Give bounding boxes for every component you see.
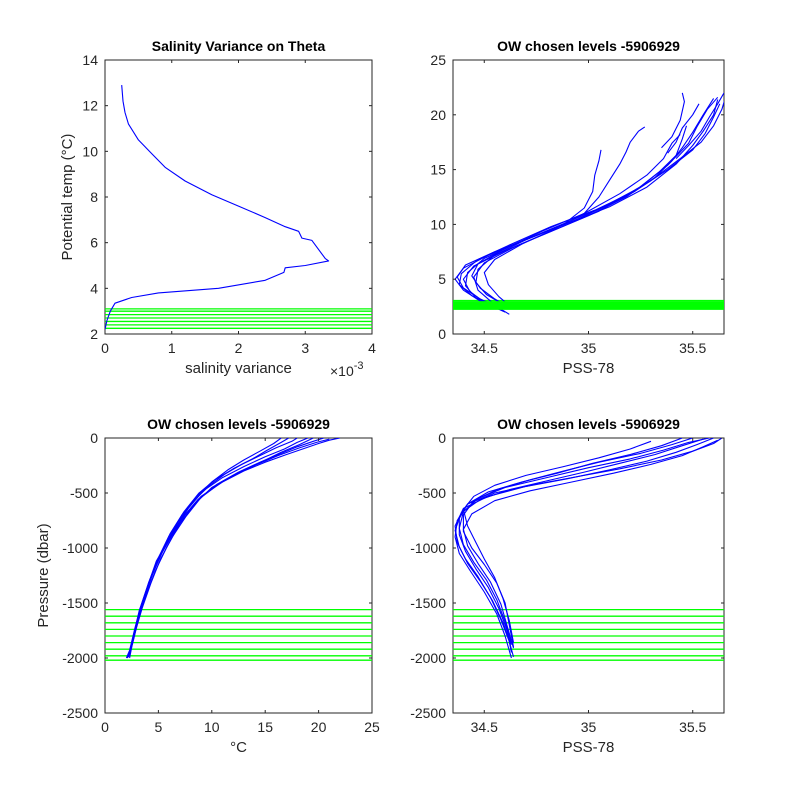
- x-tick-label: 2: [235, 340, 243, 356]
- y-tick-label: -2000: [62, 650, 98, 666]
- profile-line: [126, 438, 314, 659]
- y-axis-label: Pressure (dbar): [35, 523, 52, 627]
- profile-line: [462, 439, 718, 649]
- x-tick-label: 1: [168, 340, 176, 356]
- x-exponent-label: ×10-3: [330, 360, 364, 379]
- x-tick-label: 35: [581, 719, 597, 735]
- x-tick-label: 15: [257, 719, 273, 735]
- y-tick-label: 25: [430, 52, 446, 68]
- y-tick-label: 12: [82, 98, 98, 114]
- profile-line: [458, 438, 710, 644]
- y-tick-label: 4: [90, 280, 98, 296]
- x-tick-label: 35: [581, 340, 597, 356]
- x-tick-label: 20: [311, 719, 327, 735]
- plot-area: [104, 437, 373, 714]
- y-tick-label: -500: [70, 485, 98, 501]
- profile-line: [105, 85, 330, 330]
- y-tick-label: -1000: [62, 540, 98, 556]
- x-axis-label: PSS-78: [563, 360, 615, 377]
- plot-content: [105, 438, 372, 661]
- profile-line: [661, 92, 685, 149]
- panel-4: 34.5 35 35.5 -2500 -2000 -1500 -1000 -500 0 OW ch…: [410, 416, 725, 756]
- y-tick-label: -2000: [410, 650, 446, 666]
- x-tick-label: 5: [155, 719, 163, 735]
- x-axis-label: salinity variance: [185, 360, 292, 377]
- plot-area: [452, 59, 725, 335]
- chart-title: OW chosen levels -5906929: [147, 416, 330, 432]
- x-tick-label: 35.5: [679, 340, 706, 356]
- chart-title: OW chosen levels -5906929: [497, 416, 680, 432]
- plot-content: [453, 438, 724, 661]
- x-tick-label: 0: [101, 340, 109, 356]
- panel-3: 0 5 10 15 20 25 -2500 -2000 -1500 -1000 -500 0 OW ch…: [35, 416, 380, 756]
- y-tick-label: -1500: [410, 595, 446, 611]
- x-tick-label: 3: [301, 340, 309, 356]
- profile-line: [458, 103, 721, 313]
- plot-content: [105, 85, 372, 330]
- chosen-level-band: [453, 301, 724, 310]
- y-tick-label: 15: [430, 162, 446, 178]
- profile-line: [462, 440, 652, 643]
- y-tick-label: 6: [90, 235, 98, 251]
- x-tick-label: 35.5: [679, 719, 706, 735]
- profile-line: [475, 149, 602, 305]
- chart-title: Salinity Variance on Theta: [152, 38, 326, 54]
- y-tick-label: 5: [438, 271, 446, 287]
- profile-line: [125, 438, 282, 659]
- profile-line: [675, 92, 724, 159]
- profile-line: [454, 438, 704, 645]
- x-tick-label: 34.5: [471, 719, 498, 735]
- panel-2: 34.5 35 35.5 0 5 10 15 20 25 OW chosen levels -59…: [430, 38, 725, 377]
- y-tick-label: -2500: [62, 705, 98, 721]
- x-axis-label: PSS-78: [563, 739, 615, 756]
- y-tick-label: 0: [438, 430, 446, 446]
- y-tick-label: 2: [90, 326, 98, 342]
- profile-line: [473, 125, 688, 310]
- y-tick-label: -1000: [410, 540, 446, 556]
- y-tick-label: -2500: [410, 705, 446, 721]
- y-tick-label: 10: [430, 216, 446, 232]
- y-axis-label: Potential temp (°C): [59, 134, 76, 261]
- profile-line: [483, 126, 646, 306]
- y-tick-label: -1500: [62, 595, 98, 611]
- y-tick-label: -500: [418, 485, 446, 501]
- x-tick-label: 25: [364, 719, 380, 735]
- chart-title: OW chosen levels -5906929: [497, 38, 680, 54]
- plot-content: [453, 92, 724, 315]
- x-tick-label: 10: [204, 719, 220, 735]
- x-axis-label: °C: [230, 739, 247, 756]
- profile-line: [464, 96, 719, 309]
- y-tick-label: 20: [430, 107, 446, 123]
- plot-area: [104, 59, 373, 335]
- x-tick-label: 34.5: [471, 340, 498, 356]
- profile-line: [667, 103, 700, 154]
- x-tick-label: 0: [101, 719, 109, 735]
- y-tick-label: 8: [90, 189, 98, 205]
- y-tick-label: 0: [90, 430, 98, 446]
- x-tick-label: 4: [368, 340, 376, 356]
- y-tick-label: 14: [82, 52, 98, 68]
- profile-line: [454, 99, 719, 311]
- y-tick-label: 0: [438, 326, 446, 342]
- y-tick-label: 10: [82, 143, 98, 159]
